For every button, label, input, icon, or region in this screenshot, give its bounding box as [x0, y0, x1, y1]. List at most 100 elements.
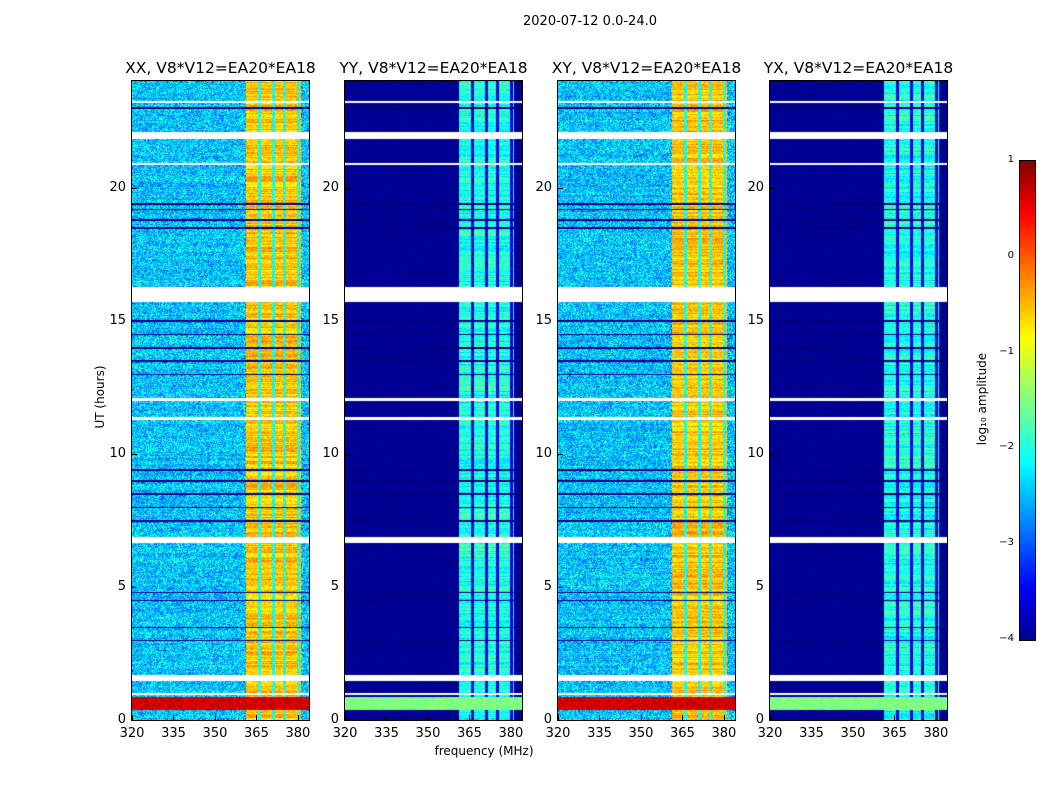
panel-title: YX, V8*V12=EA20*EA18 [763, 59, 954, 77]
x-tick [256, 715, 258, 720]
y-tick [770, 187, 775, 189]
y-tick-label: 15 [322, 312, 339, 328]
y-tick [345, 453, 350, 455]
x-tick-label: 350 [840, 726, 866, 741]
y-tick-label: 0 [117, 712, 126, 727]
x-tick [345, 715, 346, 720]
y-tick-label: 20 [109, 179, 126, 195]
x-tick [558, 715, 559, 720]
x-tick-label: 320 [119, 726, 145, 741]
spectrogram-panel: YY, V8*V12=EA20*EA18 320 335 350 365 380 0 5 10 1… [322, 59, 527, 741]
y-tick-label: 15 [535, 312, 552, 328]
x-tick-label: 350 [202, 726, 228, 741]
y-tick [132, 187, 137, 189]
x-tick-label: 335 [161, 726, 186, 741]
spectrogram-panel: XY, V8*V12=EA20*EA18 320 335 350 365 380 0 5 10 1… [535, 59, 741, 741]
y-tick [558, 453, 563, 455]
y-tick [132, 320, 137, 322]
x-tick-label: 380 [498, 726, 524, 741]
colorbar-label: log₁₀ amplitude [975, 352, 989, 446]
y-tick-label: 5 [755, 578, 764, 594]
x-tick [510, 715, 512, 720]
x-tick [852, 715, 854, 720]
x-axis-label: frequency (MHz) [434, 744, 534, 758]
x-tick [214, 715, 216, 720]
spectrogram-panel: XX, V8*V12=EA20*EA18 320 335 350 365 380 0 5 10 1… [109, 59, 315, 741]
colorbar-tick-label: −2 [999, 441, 1014, 453]
x-tick-label: 380 [711, 726, 737, 741]
y-tick-label: 20 [535, 179, 552, 195]
spectrogram-image [558, 81, 735, 720]
y-tick [345, 586, 350, 588]
y-tick-label: 15 [109, 312, 126, 328]
panel-title: XX, V8*V12=EA20*EA18 [125, 59, 316, 77]
x-tick-label: 320 [332, 726, 358, 741]
x-tick-label: 365 [457, 726, 482, 741]
y-tick [345, 720, 350, 721]
x-tick [469, 715, 471, 720]
y-tick [770, 720, 775, 721]
y-tick [558, 187, 563, 189]
x-tick-label: 350 [415, 726, 441, 741]
y-tick [132, 720, 137, 721]
x-tick [173, 715, 175, 720]
y-tick-label: 0 [543, 712, 552, 727]
y-tick-label: 5 [543, 578, 552, 594]
x-tick-label: 380 [923, 726, 949, 741]
x-tick [132, 715, 133, 720]
x-tick-label: 365 [882, 726, 907, 741]
x-tick [427, 715, 429, 720]
x-tick [640, 715, 642, 720]
x-tick-label: 320 [757, 726, 783, 741]
colorbar-tick-label: −3 [999, 537, 1014, 549]
x-tick-label: 365 [244, 726, 269, 741]
colorbar [1019, 160, 1036, 641]
x-tick [770, 715, 771, 720]
y-tick-label: 10 [322, 445, 339, 461]
y-tick-label: 20 [322, 179, 339, 195]
y-tick [132, 586, 137, 588]
spectrogram-image [132, 81, 309, 720]
x-tick [297, 715, 299, 720]
x-tick-label: 335 [799, 726, 824, 741]
x-tick [935, 715, 937, 720]
colorbar-tick-label: −4 [999, 633, 1014, 644]
y-tick-label: 5 [117, 578, 126, 594]
y-tick [345, 320, 350, 322]
colorbar-tick-label: 0 [1007, 249, 1014, 261]
y-tick [558, 720, 563, 721]
x-tick [386, 715, 388, 720]
y-tick [770, 453, 775, 455]
x-tick [723, 715, 725, 720]
y-tick [770, 320, 775, 322]
x-tick [682, 715, 684, 720]
x-tick-label: 380 [285, 726, 311, 741]
y-tick-label: 0 [330, 712, 339, 727]
y-tick-label: 20 [747, 179, 764, 195]
x-tick [599, 715, 601, 720]
y-tick [770, 586, 775, 588]
y-tick-label: 5 [330, 578, 339, 594]
y-tick [558, 586, 563, 588]
panel-title: XY, V8*V12=EA20*EA18 [551, 59, 742, 77]
x-tick [811, 715, 813, 720]
y-tick [132, 453, 137, 455]
y-tick-label: 10 [747, 445, 764, 461]
y-tick-label: 15 [747, 312, 764, 328]
y-tick-label: 0 [755, 712, 764, 727]
x-tick-label: 335 [587, 726, 612, 741]
x-tick [894, 715, 896, 720]
y-tick-label: 10 [109, 445, 126, 461]
x-tick-label: 350 [628, 726, 654, 741]
spectrogram-image [770, 81, 947, 720]
x-tick-label: 335 [374, 726, 399, 741]
spectrogram-panel: YX, V8*V12=EA20*EA18 320 335 350 365 380 0 5 10 1… [747, 59, 953, 741]
x-tick-label: 320 [545, 726, 571, 741]
y-tick [558, 320, 563, 322]
y-axis-label: UT (hours) [93, 365, 107, 429]
y-tick-label: 10 [535, 445, 552, 461]
x-tick-label: 365 [670, 726, 695, 741]
colorbar-tick-label: −1 [999, 345, 1014, 357]
y-tick [345, 187, 350, 189]
